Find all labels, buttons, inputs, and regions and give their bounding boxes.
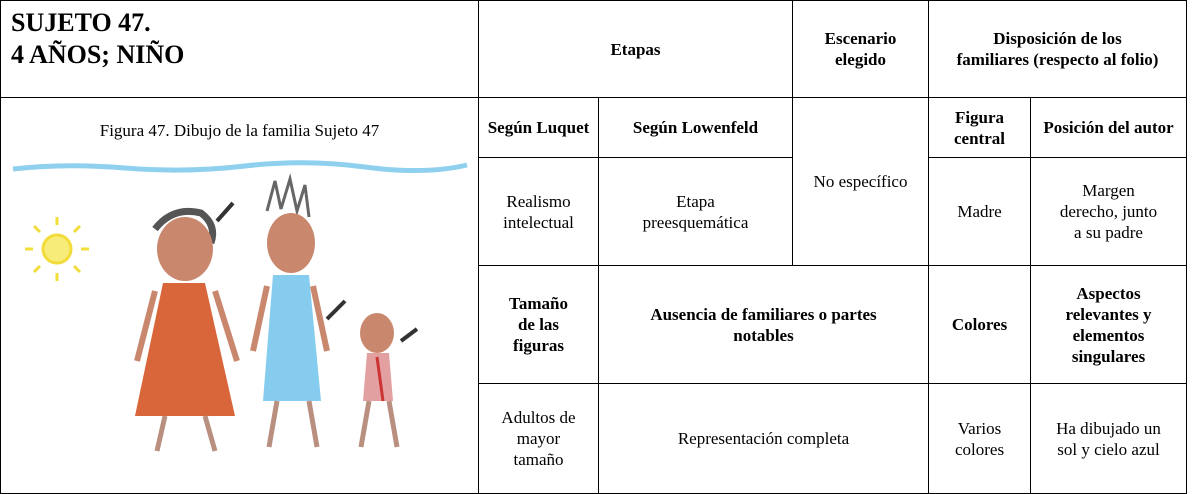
header-cell: Ausencia de familiares o partes notables	[597, 265, 930, 384]
figure-cell: Figura 47. Dibujo de la familia Sujeto 4…	[0, 97, 479, 494]
cell: Ha dibujado un sol y cielo azul	[1030, 383, 1188, 494]
header-cell: Según Luquet	[478, 97, 599, 158]
cell: Etapa preesquemática	[597, 157, 794, 266]
cell: No específico	[792, 97, 930, 266]
title-cell: SUJETO 47. 4 AÑOS; NIÑO	[0, 0, 479, 98]
header-cell: Tamaño de las figuras	[478, 265, 599, 384]
header-cell: Colores	[928, 265, 1032, 384]
cell: Realismo intelectual	[478, 157, 599, 266]
title-line: 4 AÑOS; NIÑO	[11, 40, 185, 69]
row: Adultos de mayor tamaño Representación c…	[1, 383, 1188, 494]
header-cell: Etapas	[477, 0, 794, 98]
row: Tamaño de las figuras Ausencia de famili…	[1, 265, 1188, 384]
header-cell: Según Lowenfeld	[597, 97, 794, 158]
header-cell: Disposición de los familiares (respecto …	[928, 0, 1188, 98]
header-cell: Aspectos relevantes y elementos singular…	[1030, 265, 1188, 384]
cell: Adultos de mayor tamaño	[478, 383, 599, 494]
header-cell: Figura central	[928, 97, 1032, 158]
header-cell: Escenario elegido	[792, 0, 930, 98]
figure-caption: Figura 47. Dibujo de la familia Sujeto 4…	[99, 121, 380, 140]
row: Figura 47. Dibujo de la familia Sujeto 4…	[0, 97, 1188, 494]
header-row: SUJETO 47. 4 AÑOS; NIÑO Etapas Escenario…	[0, 0, 1188, 98]
header-cell: Posición del autor	[1030, 97, 1188, 158]
title-line: SUJETO 47.	[11, 8, 151, 37]
child-drawing	[12, 160, 468, 452]
cell: Madre	[928, 157, 1032, 266]
cell: Representación completa	[597, 383, 930, 494]
cell: Margen derecho, junto a su padre	[1030, 157, 1188, 266]
cell: Varios colores	[928, 383, 1032, 494]
